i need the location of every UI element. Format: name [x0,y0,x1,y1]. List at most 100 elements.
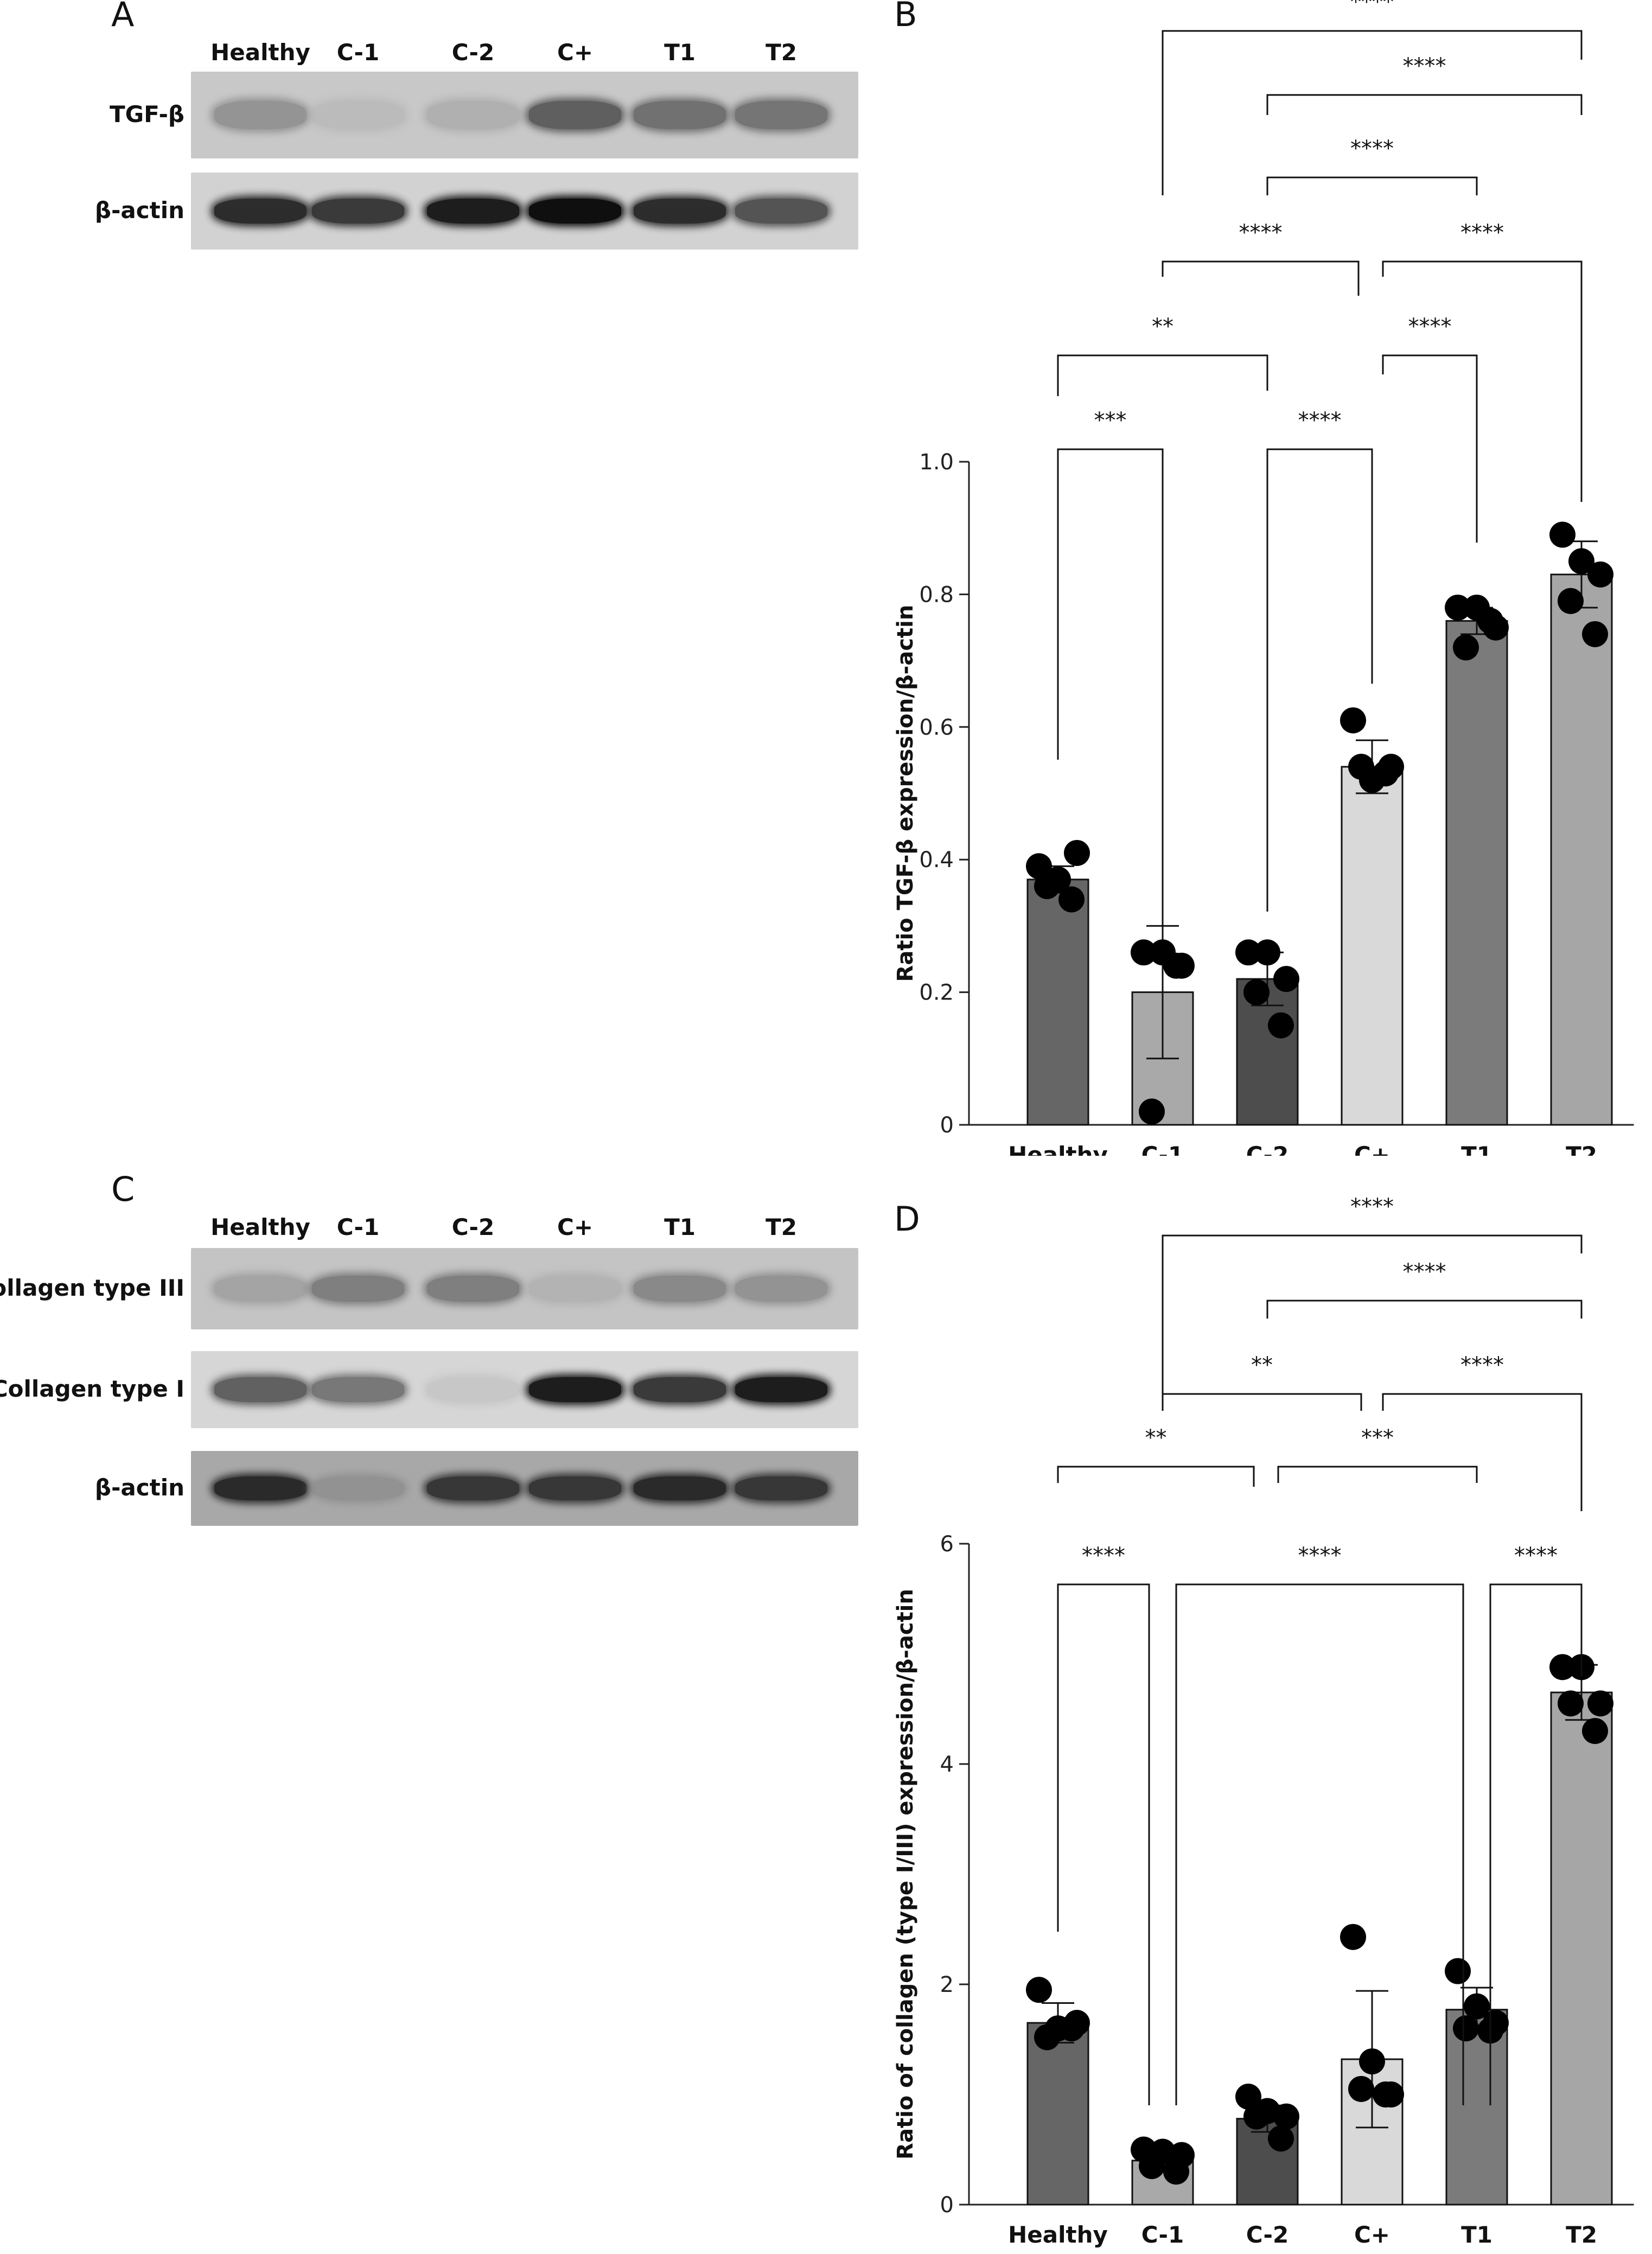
data-point [1558,1690,1584,1717]
data-point [1034,2024,1060,2051]
blot-c-strip [191,1351,858,1428]
significance-label: **** [1298,408,1342,433]
y-tick-label: 0.4 [919,848,954,873]
y-tick-label: 6 [940,1532,954,1557]
data-point [1058,886,1085,913]
significance-bracket [1266,94,1583,115]
y-axis-label: Ratio of collagen (type I/III) expressio… [893,1589,918,2160]
significance-bracket [1382,1393,1583,1511]
blot-a-strip [191,72,858,158]
data-point [1139,2153,1165,2179]
significance-bracket [1162,1393,1362,1411]
data-point [1373,2081,1399,2107]
x-tick-label: C-2 [1246,2221,1289,2248]
panel-label-b: B [894,0,917,34]
blot-a-lane-label: C+ [557,39,594,66]
data-point [1026,1977,1052,2003]
blot-a-lane-label: C-1 [336,39,380,66]
blot-a-lane-label: T1 [664,39,696,66]
significance-label: ** [1152,314,1173,339]
x-tick-label: T1 [1461,2221,1492,2248]
significance-bracket [1382,354,1478,543]
significance-label: **** [1408,314,1452,339]
data-point [1587,1690,1613,1717]
blot-band [529,1276,621,1302]
data-point [1243,979,1270,1005]
data-point [1273,966,1299,992]
data-point [1139,1098,1165,1125]
data-point [1268,2125,1294,2152]
blot-c-row-label: Collagen type I [0,1376,184,1402]
x-tick-label: C-2 [1246,1142,1289,1156]
blot-c-lane-label: C+ [557,1214,594,1240]
blot-band [735,1476,827,1501]
y-tick-label: 1.0 [919,450,954,475]
data-point [1163,952,1189,979]
blot-band [214,1377,307,1402]
blot-c-strip [191,1248,858,1329]
blot-c-lane-label: T2 [766,1214,797,1240]
blot-band [427,199,519,224]
blot-a-row-label: TGF-β [109,101,184,128]
data-point [1163,2159,1189,2185]
blot-a-lane-label: C-2 [451,39,495,66]
significance-bracket [1382,260,1583,502]
blot-band [427,1276,519,1302]
y-tick-label: 0 [940,2193,954,2218]
significance-label: *** [1094,408,1127,433]
data-point [1445,594,1471,621]
blot-c-lane-label: C-2 [451,1214,495,1240]
chart-d-collagen: 0 2 4 6 Ratio of collagen (type I/III) expre… [893,1194,1634,2248]
blot-c-row-label: Collagen type III [0,1275,184,1301]
data-point [1373,760,1399,787]
data-point [1243,2103,1270,2130]
blot-band [529,101,621,129]
data-point [1582,1718,1608,1744]
data-point [1034,873,1060,900]
data-point [1549,521,1576,548]
panel-label-d: D [894,1199,920,1239]
significance-label: **** [1403,1259,1446,1284]
significance-label: **** [1350,1194,1394,1219]
blot-a-strip [191,173,858,250]
significance-bracket [1277,1466,1478,1483]
blot-band [735,1377,827,1402]
significance-bracket [1489,1583,1583,2105]
blot-band [214,101,307,129]
significance-bracket [1266,1300,1583,1319]
significance-label: ** [1145,1425,1167,1450]
y-tick-label: 0.6 [919,715,954,740]
blot-band [312,1476,404,1501]
significance-label: **** [1460,220,1504,245]
data-point [1453,2015,1479,2042]
blot-band [529,199,621,224]
bar-t2 [1550,1691,1613,2206]
blot-band [214,1276,307,1302]
bar-healthy [1026,2022,1089,2206]
x-tick-label: Healthy [1008,2221,1108,2248]
significance-label: ** [1251,1353,1273,1378]
significance-bracket [1057,354,1268,396]
y-tick-label: 2 [940,1972,954,1997]
significance-bracket [1162,260,1360,296]
blot-band [735,1276,827,1302]
data-point [1058,2015,1085,2042]
bar-t1 [1445,620,1508,1126]
blot-band [735,101,827,129]
significance-label: **** [1298,1543,1342,1568]
significance-label: **** [1350,136,1394,161]
significance-label: **** [1350,0,1394,15]
significance-label: **** [1082,1543,1125,1568]
data-point [1549,1654,1576,1680]
data-point [1445,1958,1471,1984]
significance-label: **** [1239,220,1283,245]
data-point [1477,608,1503,634]
x-tick-label: C+ [1354,1142,1390,1156]
data-point [1340,1924,1366,1950]
y-tick-label: 4 [940,1752,954,1777]
data-point [1026,853,1052,880]
blot-band [529,1377,621,1402]
bar-cplus [1341,766,1404,1126]
bar-t2 [1550,574,1613,1126]
x-tick-label: C-1 [1141,1142,1184,1156]
